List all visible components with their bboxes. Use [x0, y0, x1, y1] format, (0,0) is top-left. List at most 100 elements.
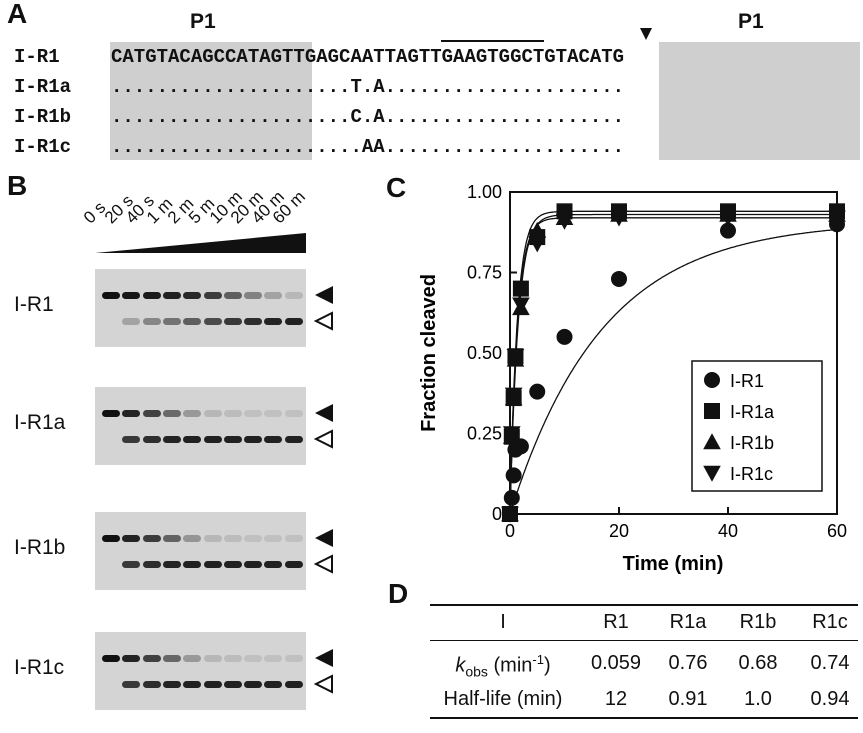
product-band	[203, 681, 222, 688]
substrate-band	[244, 410, 263, 417]
substrate-band	[223, 292, 242, 299]
substrate-band	[102, 410, 120, 417]
product-band	[142, 681, 161, 688]
product-band	[284, 561, 303, 568]
product-band	[122, 318, 141, 325]
substrate-band	[264, 410, 283, 417]
product-band	[223, 318, 242, 325]
product-band	[284, 681, 303, 688]
legend-marker	[703, 433, 721, 450]
table-header-rule	[430, 640, 858, 641]
substrate-band	[244, 292, 263, 299]
substrate-band	[142, 292, 161, 299]
alignment-row-sequence: .....................T.A................…	[111, 76, 625, 98]
data-point	[512, 280, 529, 297]
substrate-band	[203, 410, 222, 417]
data-point	[555, 213, 574, 230]
substrate-band	[183, 655, 202, 662]
table-cell: 0.76	[668, 652, 708, 674]
table-header-cell: R1b	[739, 611, 777, 633]
product-band	[162, 681, 181, 688]
gel-image	[95, 512, 306, 590]
label-k: k	[455, 654, 466, 677]
product-arrow-icon	[314, 554, 333, 574]
product-band	[223, 436, 242, 443]
table-cell: 0.68	[738, 652, 778, 674]
alignment-row-label: I-R1	[14, 46, 60, 68]
substrate-band	[102, 535, 120, 542]
p1-right-label: P1	[738, 10, 764, 33]
product-band	[203, 318, 222, 325]
y-tick-label: 0.75	[467, 263, 502, 283]
product-band	[183, 561, 202, 568]
y-tick-label: 0.50	[467, 343, 502, 363]
substrate-band	[264, 535, 283, 542]
table-cell: 12	[604, 688, 628, 710]
panel-d-label: D	[388, 578, 409, 609]
legend-marker	[703, 465, 721, 482]
alignment-row-sequence: .....................C.A................…	[111, 106, 625, 128]
panel-a-label: A	[7, 0, 28, 29]
substrate-band	[284, 535, 303, 542]
product-band	[162, 318, 181, 325]
time-wedge	[95, 233, 306, 253]
alignment-row-label: I-R1a	[14, 76, 72, 98]
product-band	[284, 318, 303, 325]
substrate-band	[102, 292, 120, 299]
kinetics-chart: 0 20 40 60 0 0.25 0.50 0.75 1.00 Time (min) Frac…	[418, 182, 847, 575]
y-tick-label: 1.00	[467, 182, 502, 202]
product-arrow-icon	[314, 674, 333, 694]
data-point	[828, 210, 846, 227]
legend-marker	[704, 403, 720, 419]
legend-label: I-R1	[730, 371, 764, 391]
gel-image	[95, 387, 306, 465]
substrate-arrow-icon	[315, 404, 333, 422]
product-band	[223, 681, 242, 688]
data-point	[719, 210, 737, 227]
table-row-label: kobs (min-1)	[415, 652, 591, 680]
motif-overline	[441, 40, 544, 42]
data-point	[501, 506, 519, 523]
product-band	[244, 681, 263, 688]
product-band	[162, 436, 181, 443]
product-band	[142, 561, 161, 568]
p1-left-label: P1	[190, 10, 216, 33]
substrate-band	[142, 655, 161, 662]
y-tick-label: 0.25	[467, 424, 502, 444]
label-sup: -1	[532, 652, 544, 667]
product-band	[162, 561, 181, 568]
substrate-band	[203, 535, 222, 542]
p1-left-shade	[110, 42, 312, 160]
data-point	[528, 221, 547, 238]
product-band	[183, 681, 202, 688]
fit-curve	[509, 228, 838, 515]
substrate-band	[162, 410, 181, 417]
substrate-band	[244, 655, 263, 662]
product-band	[142, 436, 161, 443]
product-band	[244, 318, 263, 325]
gel-sample-label: I-R1c	[14, 656, 65, 679]
substrate-band	[264, 292, 283, 299]
gel-sample-label: I-R1b	[14, 536, 66, 559]
table-header-cell: R1a	[669, 611, 707, 633]
product-band	[284, 436, 303, 443]
product-band	[142, 318, 161, 325]
gel-image	[95, 632, 306, 710]
data-point	[528, 236, 547, 253]
x-tick-label: 0	[505, 521, 515, 541]
substrate-band	[284, 655, 303, 662]
product-band	[122, 681, 141, 688]
y-tick-label: 0	[492, 504, 502, 524]
substrate-band	[122, 410, 141, 417]
substrate-band	[102, 655, 120, 662]
alignment-row-sequence: ......................AA................…	[111, 136, 625, 158]
product-band	[122, 561, 141, 568]
p1-right-shade	[659, 42, 860, 160]
substrate-arrow-icon	[315, 286, 333, 304]
alignment-row-label: I-R1c	[14, 136, 72, 158]
panel-b-label: B	[7, 170, 28, 201]
substrate-band	[203, 292, 222, 299]
y-axis-label: Fraction cleaved	[418, 274, 440, 432]
table-cell: 1.0	[744, 688, 772, 710]
cleavage-site-arrow-icon	[640, 28, 652, 40]
